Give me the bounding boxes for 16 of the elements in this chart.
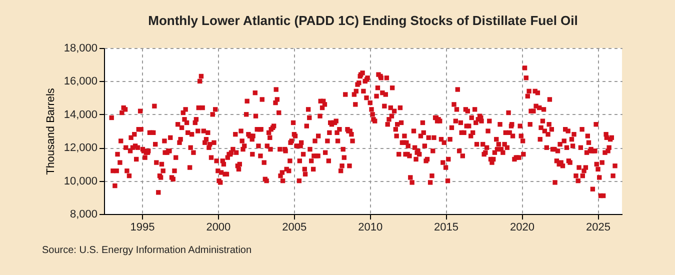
y-tick-label: 16,000 [64, 76, 98, 88]
y-tick-label: 12,000 [64, 142, 98, 154]
x-tick-label: 2015 [434, 222, 459, 234]
y-tick-label: 14,000 [64, 108, 98, 121]
y-tick-label: 10,000 [64, 175, 98, 188]
source-note: Source: U.S. Energy Information Administration [42, 245, 252, 256]
chart-title: Monthly Lower Atlantic (PADD 1C) Ending Stocks of Distillate Fuel Oil [148, 13, 578, 28]
x-tick-label: 2025 [586, 222, 610, 234]
y-axis-title: Thousand Barrels [44, 88, 57, 175]
y-tick-label: 8,000 [70, 208, 98, 220]
x-tick-label: 2005 [282, 222, 307, 234]
y-tick-label: 18,000 [64, 42, 98, 54]
x-tick-label: 1995 [130, 222, 155, 234]
x-tick-label: 2000 [206, 222, 231, 234]
x-tick-label: 2020 [510, 222, 534, 234]
x-tick-label: 2010 [358, 222, 383, 234]
